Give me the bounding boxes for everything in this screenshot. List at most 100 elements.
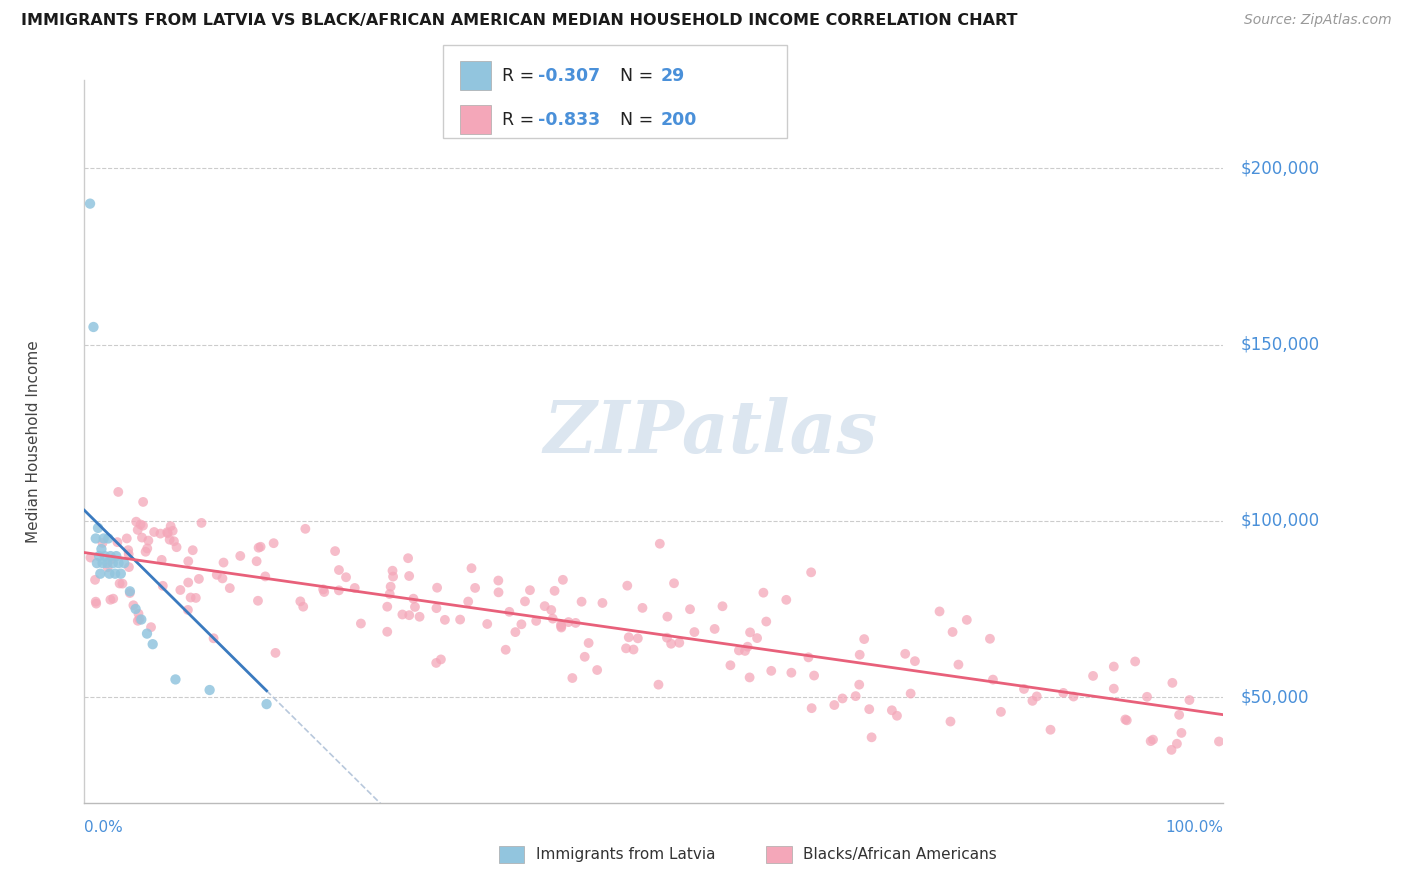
Point (498, 605, 520, 619)
Point (551, 573, 574, 587)
Point (616, 579, 638, 593)
Point (143, 524, 166, 539)
Point (728, 643, 751, 657)
Point (398, 569, 420, 583)
Point (524, 614, 547, 628)
Point (93, 532, 115, 546)
Point (90, 542, 112, 557)
Point (904, 654, 927, 668)
Point (211, 571, 233, 585)
Point (631, 600, 654, 615)
Point (149, 526, 172, 541)
Point (96, 556, 118, 570)
Point (159, 519, 181, 533)
Point (169, 582, 191, 597)
Point (853, 632, 876, 646)
Point (668, 636, 690, 650)
Point (180, 591, 202, 605)
Point (737, 640, 759, 654)
Point (1039, 723, 1062, 737)
Point (246, 554, 269, 568)
Point (105, 549, 128, 563)
Point (738, 625, 761, 640)
Point (190, 516, 212, 530)
Point (115, 532, 138, 546)
Point (177, 575, 200, 590)
Point (218, 581, 240, 595)
Point (703, 622, 725, 636)
Text: Immigrants from Latvia: Immigrants from Latvia (536, 847, 716, 862)
Point (98, 566, 121, 581)
Point (100, 549, 122, 563)
Point (1021, 694, 1043, 708)
Point (979, 632, 1001, 646)
Point (860, 731, 883, 745)
Point (350, 616, 373, 631)
Point (246, 593, 269, 607)
Point (1139, 734, 1161, 748)
Point (679, 602, 702, 616)
Point (135, 545, 157, 559)
Point (138, 533, 160, 548)
Point (659, 637, 682, 651)
Point (519, 583, 541, 598)
Point (591, 596, 613, 610)
Point (132, 518, 155, 533)
Point (229, 549, 252, 563)
Point (212, 556, 235, 570)
Point (1012, 681, 1035, 696)
Point (900, 687, 922, 701)
Point (623, 642, 645, 657)
Point (132, 495, 155, 509)
Point (1136, 690, 1159, 704)
Point (956, 613, 979, 627)
Point (662, 576, 685, 591)
Point (775, 592, 797, 607)
Point (1166, 737, 1188, 751)
Point (177, 603, 200, 617)
Point (335, 570, 357, 584)
Point (142, 637, 165, 651)
Point (187, 572, 209, 586)
Point (94, 549, 117, 563)
Point (184, 591, 207, 605)
Point (1102, 681, 1125, 696)
Point (858, 702, 880, 716)
Point (378, 587, 401, 601)
Point (381, 564, 404, 578)
Point (981, 673, 1004, 687)
Point (1161, 676, 1184, 690)
Point (249, 540, 271, 554)
Point (800, 701, 823, 715)
Point (89, 566, 111, 581)
Point (831, 691, 853, 706)
Point (87, 521, 110, 535)
Point (380, 580, 402, 594)
Point (886, 708, 908, 723)
Point (586, 663, 609, 677)
Point (426, 581, 449, 595)
Text: 100.0%: 100.0% (1166, 821, 1223, 836)
Point (425, 601, 447, 615)
Text: 200: 200 (661, 111, 697, 128)
Point (880, 703, 903, 717)
Point (110, 566, 132, 581)
Point (564, 615, 586, 630)
Point (205, 567, 228, 582)
Point (845, 689, 868, 703)
Point (101, 556, 124, 570)
Point (1025, 690, 1047, 704)
Point (84, 597, 107, 611)
Point (89, 549, 111, 563)
Point (127, 523, 149, 537)
Point (1102, 659, 1125, 673)
Point (533, 599, 555, 614)
Point (561, 671, 583, 685)
Point (107, 484, 129, 499)
Text: ZIPatlas: ZIPatlas (544, 397, 877, 468)
Text: Source: ZipAtlas.com: Source: ZipAtlas.com (1244, 13, 1392, 28)
Point (655, 631, 678, 645)
Point (1168, 707, 1191, 722)
Point (990, 705, 1012, 719)
Text: $50,000: $50,000 (1240, 688, 1309, 706)
